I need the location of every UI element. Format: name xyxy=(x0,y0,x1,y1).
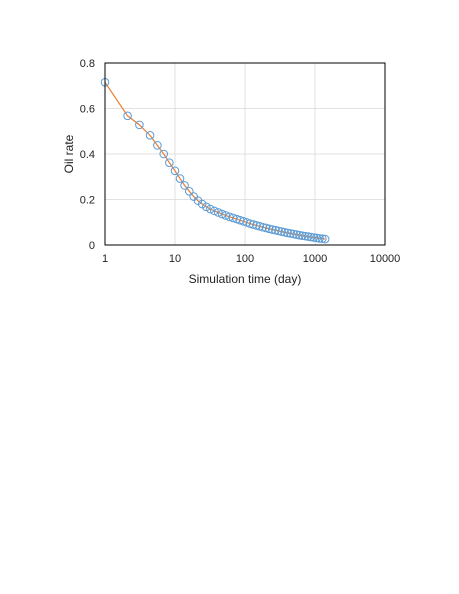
data-point xyxy=(283,228,292,238)
data-point xyxy=(306,232,316,242)
data-point xyxy=(255,222,264,231)
data-point xyxy=(184,187,194,196)
plot-area-frame xyxy=(104,62,386,246)
data-point xyxy=(123,111,132,121)
y-axis-title: Oil rate xyxy=(62,134,76,173)
data-point xyxy=(202,202,211,212)
series-layer xyxy=(100,78,330,244)
data-point xyxy=(303,232,313,241)
x-tick-label: 100 xyxy=(236,253,254,265)
data-point xyxy=(135,120,144,130)
data-point xyxy=(217,209,227,219)
data-point xyxy=(213,208,223,217)
x-tick-label: 1000 xyxy=(303,253,327,265)
data-point xyxy=(274,226,283,236)
data-point xyxy=(221,211,230,220)
data-point xyxy=(180,181,189,190)
data-point xyxy=(206,204,215,214)
y-tick-label: 0.2 xyxy=(80,195,95,207)
data-point xyxy=(145,131,155,140)
y-tick-label: 0.4 xyxy=(80,149,95,161)
data-point xyxy=(318,234,327,243)
y-tick-label: 0 xyxy=(89,240,95,252)
data-point xyxy=(271,225,280,235)
y-tick-label: 0.8 xyxy=(80,58,95,70)
data-point xyxy=(277,227,286,236)
data-point xyxy=(309,233,319,242)
tick-labels: 1 10 100 1000 10000 0 0.2 0.4 0.6 0.8 xyxy=(80,58,401,265)
data-point xyxy=(320,234,330,244)
data-point xyxy=(170,166,180,176)
data-point xyxy=(175,174,185,183)
data-point xyxy=(264,224,274,234)
data-point xyxy=(298,231,307,240)
data-point xyxy=(312,233,321,243)
x-tick-label: 1 xyxy=(102,253,108,265)
data-point xyxy=(210,206,219,216)
x-tick-label: 10000 xyxy=(370,253,401,265)
data-point xyxy=(153,141,162,150)
data-point xyxy=(248,220,258,229)
data-point xyxy=(295,230,304,240)
data-point xyxy=(315,234,324,243)
y-tick-label: 0.6 xyxy=(80,104,95,116)
x-axis-title: Simulation time (day) xyxy=(189,272,302,286)
data-point xyxy=(165,158,174,167)
data-point xyxy=(286,229,295,238)
data-point xyxy=(159,149,169,159)
data-point xyxy=(258,222,268,232)
data-point xyxy=(300,231,310,241)
x-tick-label: 10 xyxy=(169,253,181,265)
data-point xyxy=(268,225,277,234)
data-point xyxy=(280,227,289,237)
data-point xyxy=(289,229,298,239)
